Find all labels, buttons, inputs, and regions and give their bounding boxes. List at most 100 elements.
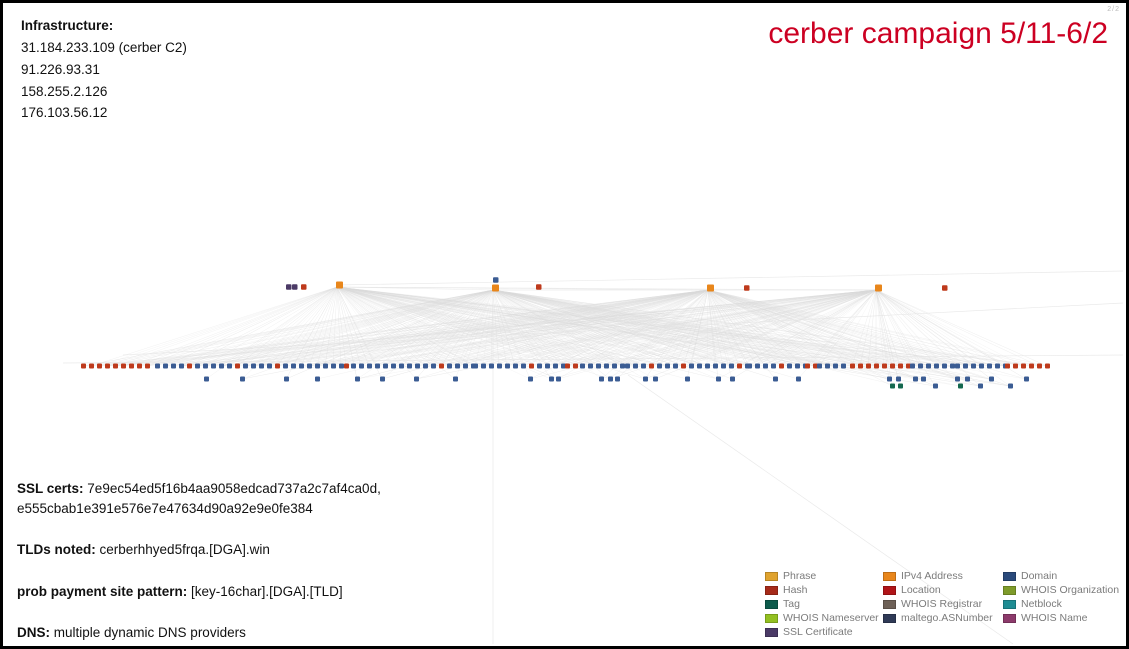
graph-node-domain[interactable] — [580, 363, 585, 369]
graph-node-domain[interactable] — [407, 363, 412, 369]
graph-node-domain[interactable] — [251, 363, 256, 369]
graph-node-domain[interactable] — [283, 363, 288, 369]
graph-node-domain[interactable] — [355, 376, 360, 382]
graph-node-domain[interactable] — [561, 363, 566, 369]
graph-node-domain[interactable] — [771, 363, 776, 369]
graph-node-domain[interactable] — [455, 363, 460, 369]
graph-node-domain[interactable] — [497, 363, 502, 369]
graph-node-domain[interactable] — [697, 363, 702, 369]
graph-node-domain[interactable] — [641, 363, 646, 369]
graph-node-domain[interactable] — [553, 363, 558, 369]
graph-node-domain[interactable] — [910, 363, 915, 369]
graph-node-hash[interactable] — [344, 363, 349, 369]
graph-node-hash[interactable] — [890, 363, 895, 369]
graph-node-domain[interactable] — [211, 363, 216, 369]
graph-node-hash[interactable] — [275, 363, 280, 369]
graph-node-hash[interactable] — [529, 363, 534, 369]
graph-node-domain[interactable] — [431, 363, 436, 369]
graph-node-domain[interactable] — [299, 363, 304, 369]
graph-node-hash[interactable] — [137, 363, 142, 369]
graph-node-domain[interactable] — [713, 363, 718, 369]
graph-node-domain[interactable] — [1008, 383, 1013, 389]
graph-satellite-node[interactable] — [292, 284, 298, 290]
graph-node-domain[interactable] — [545, 363, 550, 369]
graph-node-domain[interactable] — [950, 363, 955, 369]
graph-node-domain[interactable] — [979, 363, 984, 369]
graph-node-domain[interactable] — [359, 363, 364, 369]
graph-node-hash[interactable] — [649, 363, 654, 369]
graph-node-hash[interactable] — [1013, 363, 1018, 369]
graph-node-domain[interactable] — [227, 363, 232, 369]
graph-satellite-node[interactable] — [301, 284, 307, 290]
graph-node-domain[interactable] — [796, 376, 801, 382]
graph-satellite-node[interactable] — [286, 284, 292, 290]
graph-node-domain[interactable] — [391, 363, 396, 369]
graph-node-domain[interactable] — [913, 376, 918, 382]
graph-node-domain[interactable] — [463, 363, 468, 369]
graph-node-domain[interactable] — [556, 376, 561, 382]
graph-node-domain[interactable] — [763, 363, 768, 369]
graph-node-domain[interactable] — [315, 363, 320, 369]
graph-node-domain[interactable] — [673, 363, 678, 369]
graph-node-domain[interactable] — [971, 363, 976, 369]
graph-node-domain[interactable] — [620, 363, 625, 369]
graph-node-domain[interactable] — [987, 363, 992, 369]
graph-node-domain[interactable] — [367, 363, 372, 369]
graph-node-domain[interactable] — [817, 363, 822, 369]
graph-node-domain[interactable] — [489, 363, 494, 369]
graph-node-domain[interactable] — [473, 363, 478, 369]
graph-node-domain[interactable] — [447, 363, 452, 369]
graph-node-domain[interactable] — [513, 363, 518, 369]
graph-node-hash[interactable] — [850, 363, 855, 369]
graph-node-domain[interactable] — [415, 363, 420, 369]
graph-node-domain[interactable] — [315, 376, 320, 382]
graph-node-domain[interactable] — [921, 376, 926, 382]
graph-node-tag[interactable] — [890, 383, 895, 389]
graph-satellite-node[interactable] — [942, 285, 948, 291]
graph-node-hash[interactable] — [113, 363, 118, 369]
graph-node-hash[interactable] — [1037, 363, 1042, 369]
graph-node-hash[interactable] — [81, 363, 86, 369]
graph-node-domain[interactable] — [612, 363, 617, 369]
graph-node-domain[interactable] — [521, 363, 526, 369]
graph-node-hash[interactable] — [145, 363, 150, 369]
graph-node-domain[interactable] — [528, 376, 533, 382]
graph-node-hash[interactable] — [1021, 363, 1026, 369]
graph-node-domain[interactable] — [657, 363, 662, 369]
graph-node-hash[interactable] — [779, 363, 784, 369]
graph-node-tag[interactable] — [958, 383, 963, 389]
graph-node-domain[interactable] — [171, 363, 176, 369]
graph-node-domain[interactable] — [729, 363, 734, 369]
graph-hub-node[interactable] — [707, 284, 714, 292]
graph-node-domain[interactable] — [989, 376, 994, 382]
graph-node-domain[interactable] — [179, 363, 184, 369]
graph-node-hash[interactable] — [858, 363, 863, 369]
graph-node-hash[interactable] — [882, 363, 887, 369]
graph-satellite-node[interactable] — [536, 284, 542, 290]
graph-node-hash[interactable] — [439, 363, 444, 369]
graph-node-hash[interactable] — [1005, 363, 1010, 369]
graph-node-domain[interactable] — [351, 363, 356, 369]
graph-node-domain[interactable] — [942, 363, 947, 369]
graph-node-domain[interactable] — [926, 363, 931, 369]
graph-node-domain[interactable] — [934, 363, 939, 369]
graph-node-domain[interactable] — [604, 363, 609, 369]
graph-node-domain[interactable] — [955, 363, 960, 369]
graph-node-domain[interactable] — [267, 363, 272, 369]
graph-node-domain[interactable] — [833, 363, 838, 369]
graph-node-domain[interactable] — [259, 363, 264, 369]
graph-node-hash[interactable] — [813, 363, 818, 369]
graph-nodes[interactable] — [81, 277, 1050, 389]
graph-node-domain[interactable] — [399, 363, 404, 369]
graph-node-domain[interactable] — [163, 363, 168, 369]
graph-node-hash[interactable] — [235, 363, 240, 369]
graph-node-hash[interactable] — [898, 363, 903, 369]
graph-node-hash[interactable] — [1045, 363, 1050, 369]
graph-node-domain[interactable] — [291, 363, 296, 369]
graph-node-domain[interactable] — [219, 363, 224, 369]
graph-node-domain[interactable] — [965, 376, 970, 382]
graph-node-domain[interactable] — [825, 363, 830, 369]
graph-node-hash[interactable] — [187, 363, 192, 369]
graph-node-domain[interactable] — [787, 363, 792, 369]
graph-node-domain[interactable] — [665, 363, 670, 369]
